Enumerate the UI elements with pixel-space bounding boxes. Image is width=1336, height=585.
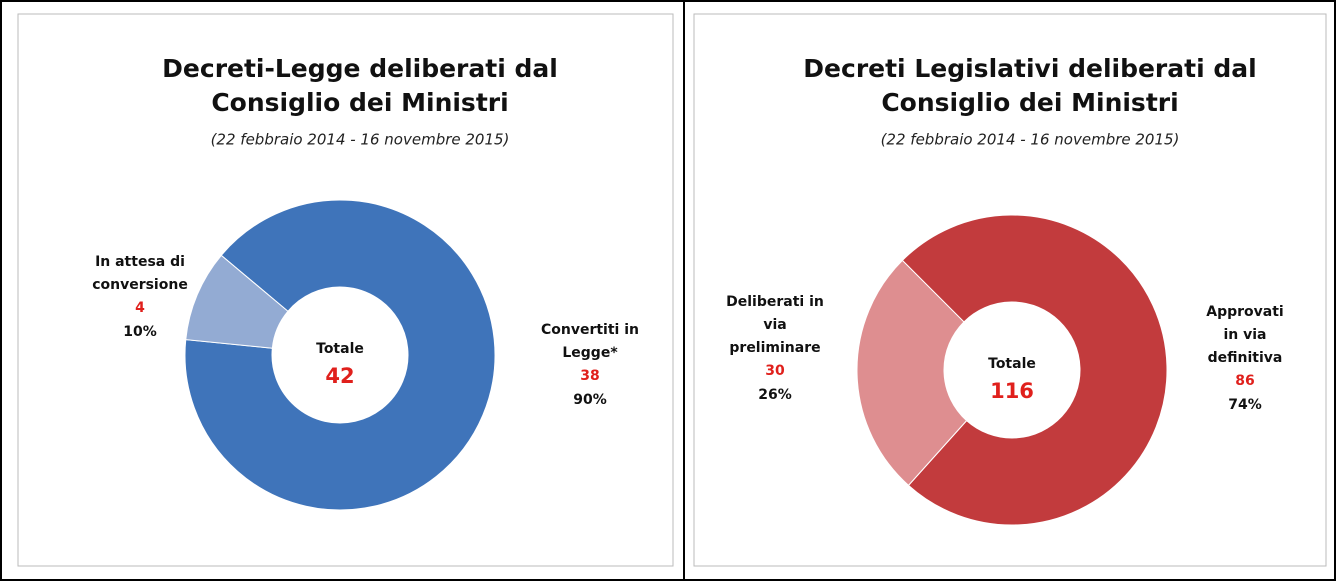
segment-label: conversione (92, 277, 188, 293)
segment-label: definitiva (1208, 350, 1283, 366)
chart-title: Consiglio dei Ministri (211, 88, 508, 117)
value-label: 38 (580, 368, 599, 384)
segment-label: Approvati (1206, 304, 1283, 320)
value-label: 30 (765, 363, 785, 379)
segment-label: Legge* (562, 345, 618, 361)
chart-subtitle: (22 febbraio 2014 - 16 novembre 2015) (211, 131, 510, 149)
segment-label: In attesa di (95, 254, 185, 270)
chart-title: Consiglio dei Ministri (881, 88, 1178, 117)
chart-title: Decreti-Legge deliberati dal (162, 54, 558, 83)
percent-label: 10% (123, 324, 157, 340)
panel (17, 13, 674, 567)
total-label: Totale (316, 341, 364, 357)
percent-label: 74% (1228, 397, 1262, 413)
chart-subtitle: (22 febbraio 2014 - 16 novembre 2015) (881, 131, 1180, 149)
percent-label: 90% (573, 392, 607, 408)
donut-segment (184, 199, 496, 511)
total-value: 116 (990, 379, 1034, 403)
donut-segment (856, 259, 968, 487)
percent-label: 26% (758, 387, 792, 403)
chart-title: Decreti Legislativi deliberati dal (803, 54, 1256, 83)
value-label: 86 (1235, 373, 1254, 389)
panel (693, 13, 1327, 567)
segment-label: preliminare (729, 340, 820, 356)
donut-segment (185, 254, 289, 349)
segment-label: via (763, 317, 786, 333)
segment-label: Convertiti in (541, 322, 639, 338)
donut-segment (901, 214, 1168, 526)
total-value: 42 (325, 364, 354, 388)
value-label: 4 (135, 300, 145, 316)
segment-label: Deliberati in (726, 294, 824, 310)
total-label: Totale (988, 356, 1036, 372)
segment-label: in via (1223, 327, 1266, 343)
